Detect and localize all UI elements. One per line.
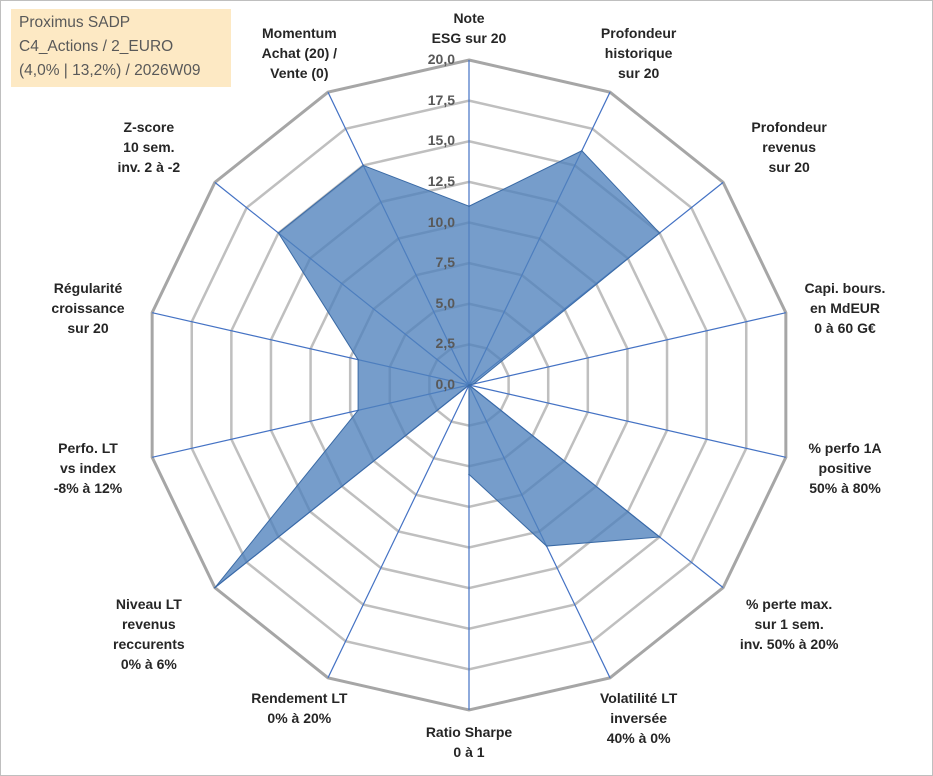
tick-label: 17,5 (427, 91, 455, 108)
tick-label: 0,0 (435, 376, 455, 392)
axis-label: % perte max. sur 1 sem. inv. 50% à 20% (704, 594, 874, 654)
axis-label-line: inversée (610, 710, 668, 727)
data-point (357, 358, 359, 361)
axis-label: Z-score 10 sem. inv. 2 à -2 (64, 117, 234, 177)
data-point (581, 149, 583, 152)
tick-label: 15,0 (427, 132, 455, 149)
axis-label: Ratio Sharpe 0 à 1 (384, 722, 554, 762)
axis-label-line: % perfo 1A (808, 440, 882, 457)
axis-label: Capi. bours. en MdEUR 0 à 60 G€ (760, 278, 930, 338)
axis-label-line: revenus (762, 138, 816, 155)
info-box: Proximus SADP C4_Actions / 2_EURO (4,0% … (11, 9, 231, 87)
axis-label-line: Volatilité LT (600, 690, 678, 707)
axis-label: Rendement LT 0% à 20% (214, 688, 384, 728)
axis-label: Profondeur historique sur 20 (554, 23, 724, 83)
axis-label-line: 50% à 80% (809, 480, 881, 497)
axis-spoke (468, 384, 786, 458)
axis-label-line: croissance (51, 299, 125, 316)
axis-label: Perfo. LT vs index -8% à 12% (3, 438, 173, 498)
axis-label-line: Achat (20) / (261, 44, 338, 61)
axis-label-line: sur 20 (768, 158, 810, 175)
axis-label-line: positive (818, 460, 872, 477)
axis-label-line: sur 20 (67, 319, 109, 336)
data-point (468, 473, 470, 476)
axis-label-line: sur 20 (618, 64, 660, 81)
data-point (658, 536, 661, 538)
data-point (472, 383, 475, 385)
axis-label-line: ESG sur 20 (431, 30, 507, 46)
info-line-2: C4_Actions / 2_EURO (19, 38, 174, 55)
axis-label-line: 0% à 20% (267, 710, 332, 727)
data-point (214, 586, 216, 589)
axis-label: Momentum Achat (20) / Vente (0) (214, 23, 384, 83)
axis-label-line: historique (604, 44, 673, 61)
info-line-3: (4,0% | 13,2%) / 2026W09 (19, 62, 201, 79)
data-point (277, 232, 280, 234)
tick-label: 10,0 (427, 213, 455, 230)
data-point (658, 232, 661, 234)
data-point (362, 164, 365, 167)
series-layer (214, 149, 661, 589)
data-point (545, 545, 548, 547)
tick-label: 2,5 (435, 335, 455, 352)
axis-label-line: sur 1 sem. (754, 616, 824, 633)
axis-label: Profondeur revenus sur 20 (704, 117, 874, 177)
axis-label-line: 0 à 60 G€ (814, 319, 876, 336)
data-point (357, 409, 359, 412)
axis-label-line: % perte max. (745, 596, 833, 613)
axis-label-line: en MdEUR (810, 299, 880, 316)
axis-label-line: Capi. bours. (804, 279, 886, 296)
axis-label-line: Z-score (123, 118, 175, 135)
axis-label-line: inv. 50% à 20% (739, 636, 839, 653)
tick-label: 7,5 (435, 254, 455, 271)
axis-label-line: Note (453, 10, 485, 26)
tick-label: 5,0 (435, 294, 455, 311)
axis-label-line: Profondeur (751, 118, 827, 135)
axis-label-line: reccurents (113, 636, 185, 653)
axis-label-line: 0 à 1 (453, 744, 485, 760)
axis-label-line: revenus (121, 616, 176, 633)
tick-label: 20,0 (427, 51, 455, 67)
axis-label-line: Ratio Sharpe (425, 724, 513, 740)
data-point (468, 384, 470, 386)
axis-label-line: -8% à 12% (53, 480, 123, 497)
axis-label: % perfo 1A positive 50% à 80% (760, 438, 930, 498)
axis-label-line: Régularité (53, 279, 123, 296)
axis-label: Volatilité LT inversée 40% à 0% (554, 688, 724, 748)
axis-label-line: inv. 2 à -2 (117, 158, 181, 175)
info-line-1: Proximus SADP (19, 14, 131, 31)
axis-label: Niveau LT revenus reccurents 0% à 6% (64, 594, 234, 674)
axis-label: Note ESG sur 20 (384, 8, 554, 48)
axis-label-line: Profondeur (600, 24, 677, 41)
axis-spoke (327, 384, 470, 679)
axis-label-line: 40% à 0% (606, 730, 671, 747)
tick-label: 12,5 (427, 172, 455, 189)
axis-label-line: Perfo. LT (58, 440, 118, 457)
axis-spoke (468, 312, 786, 386)
axis-label: Régularité croissance sur 20 (3, 278, 173, 338)
data-point (468, 205, 470, 208)
axis-label-line: vs index (59, 460, 117, 477)
axis-label-line: Rendement LT (251, 690, 348, 707)
axis-label-line: 0% à 6% (120, 656, 177, 673)
axis-label-line: 10 sem. (123, 138, 175, 155)
axis-label-line: Vente (0) (270, 64, 329, 81)
axis-label-line: Niveau LT (115, 596, 182, 613)
axis-label-line: Momentum (262, 24, 337, 41)
